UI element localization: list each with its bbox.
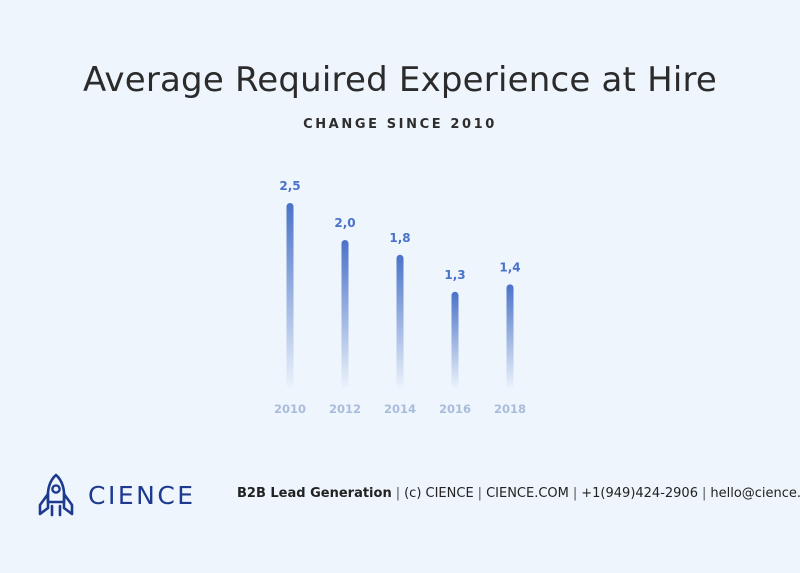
footer-contact-info: B2B Lead Generation | (c) CIENCE | CIENCE.CO… (237, 486, 800, 501)
data-label-2014: 1,8 (389, 231, 410, 245)
x-tick-label-2018: 2018 (494, 402, 526, 416)
x-tick-label-2010: 2010 (274, 402, 306, 416)
footer-website-link[interactable]: CIENCE.COM (486, 486, 569, 501)
bar-2010 (286, 203, 294, 388)
chart-title: Average Required Experience at Hire (82, 60, 718, 100)
data-label-2018: 1,4 (499, 260, 520, 274)
data-label-2016: 1,3 (444, 268, 465, 282)
footer-email-link[interactable]: hello@cience.com (710, 486, 800, 501)
footer-tagline: B2B Lead Generation (237, 486, 392, 501)
x-tick-label-2012: 2012 (329, 402, 361, 416)
x-tick-label-2016: 2016 (439, 402, 471, 416)
bar-2012 (341, 240, 349, 388)
footer: CIENCE B2B Lead Generation | (c) CIENCE | CI… (0, 470, 800, 520)
bar-2018 (506, 284, 514, 388)
bar-2016 (451, 291, 459, 388)
brand-name: CIENCE (88, 480, 196, 510)
chart-subtitle: CHANGE SINCE 2010 (303, 117, 497, 132)
footer-phone[interactable]: +1(949)424-2906 (581, 486, 698, 501)
x-tick-label-2014: 2014 (384, 402, 416, 416)
data-label-2010: 2,5 (279, 179, 300, 193)
data-label-2012: 2,0 (334, 216, 355, 230)
brand-logo[interactable]: CIENCE (36, 470, 196, 520)
bar-2014 (396, 254, 404, 388)
rocket-icon (38, 473, 74, 517)
bar-chart: 2,5 2010 2,0 2012 1,8 2014 1,3 2016 1,4 2018 (274, 179, 526, 416)
footer-copyright: (c) CIENCE (404, 486, 474, 501)
